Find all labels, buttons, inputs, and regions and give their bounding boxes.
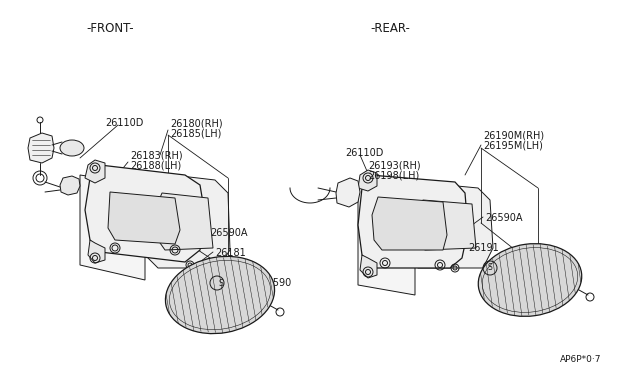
Text: AP6P*0·7: AP6P*0·7 <box>560 355 602 364</box>
Polygon shape <box>372 197 447 250</box>
Text: 26110D: 26110D <box>105 118 143 128</box>
Text: 26193(RH): 26193(RH) <box>368 160 420 170</box>
Polygon shape <box>88 240 105 263</box>
Ellipse shape <box>165 256 275 334</box>
Text: S: S <box>219 279 223 288</box>
Polygon shape <box>336 178 360 207</box>
Text: 26198(LH): 26198(LH) <box>368 170 419 180</box>
Text: 26195M(LH): 26195M(LH) <box>483 140 543 150</box>
Text: 26183(RH): 26183(RH) <box>130 150 182 160</box>
Text: 26188(LH): 26188(LH) <box>130 160 181 170</box>
Polygon shape <box>28 133 54 163</box>
Text: 08510-52590: 08510-52590 <box>498 262 563 272</box>
Text: (4): (4) <box>232 289 246 299</box>
Text: 26590A: 26590A <box>210 228 248 238</box>
Text: 26181: 26181 <box>215 248 246 258</box>
Ellipse shape <box>60 140 84 156</box>
Polygon shape <box>60 176 80 195</box>
Polygon shape <box>85 165 205 262</box>
Text: 26185(LH): 26185(LH) <box>170 128 221 138</box>
Polygon shape <box>80 175 145 280</box>
Text: (4): (4) <box>505 274 519 284</box>
Polygon shape <box>415 200 476 250</box>
Text: 26110D: 26110D <box>345 148 383 158</box>
Polygon shape <box>108 192 180 244</box>
Text: S: S <box>219 272 223 280</box>
Text: -FRONT-: -FRONT- <box>86 22 134 35</box>
Polygon shape <box>407 182 493 268</box>
Text: -REAR-: -REAR- <box>370 22 410 35</box>
Polygon shape <box>360 255 377 278</box>
Polygon shape <box>85 160 105 183</box>
Polygon shape <box>358 185 415 295</box>
Polygon shape <box>145 173 230 268</box>
Polygon shape <box>358 175 468 268</box>
Text: 26190M(RH): 26190M(RH) <box>483 130 544 140</box>
Text: 26191: 26191 <box>468 243 499 253</box>
Polygon shape <box>157 193 213 250</box>
Text: 08510-52590: 08510-52590 <box>226 278 291 288</box>
Polygon shape <box>358 170 377 191</box>
Text: 26590A: 26590A <box>485 213 522 223</box>
Text: S: S <box>488 263 492 273</box>
Text: 26180(RH): 26180(RH) <box>170 118 223 128</box>
Ellipse shape <box>478 244 582 316</box>
